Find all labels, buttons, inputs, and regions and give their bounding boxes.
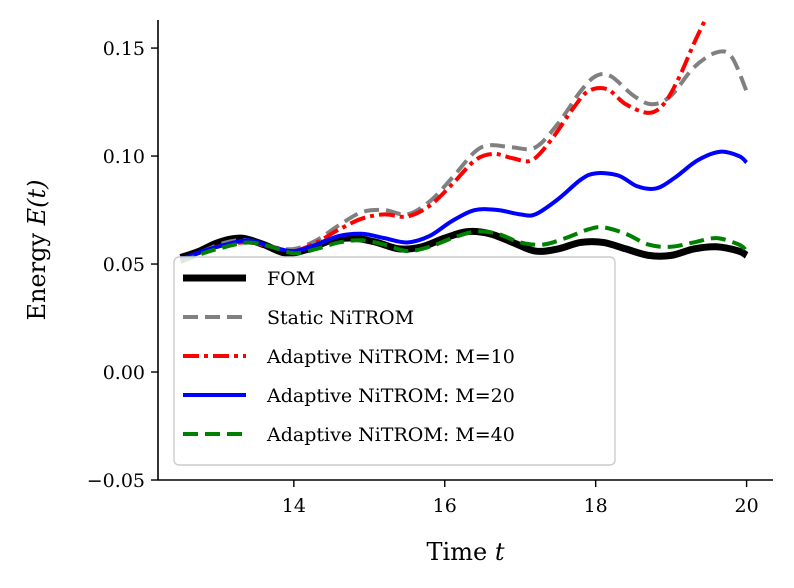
y-tick-label: 0.15 (103, 38, 145, 60)
series-line-static-nitrom (179, 49, 749, 262)
x-tick-label: 14 (282, 495, 306, 517)
y-tick-label: −0.05 (87, 470, 145, 492)
series-line-adaptive-nitrom-m-20 (179, 149, 749, 262)
series-lines (179, 20, 749, 264)
x-axis-label: Time t (427, 538, 505, 566)
legend-box (173, 256, 616, 466)
y-axis-label: Energy E(t) (23, 179, 51, 320)
legend-label-fom: FOM (267, 268, 315, 290)
legend-label-static-nitrom: Static NiTROM (267, 307, 414, 329)
x-tick-label: 18 (584, 495, 608, 517)
y-tick-label: 0.10 (103, 146, 145, 168)
axes (157, 20, 773, 481)
legend-label-adaptive-nitrom-m-10: Adaptive NiTROM: M=10 (266, 346, 515, 368)
ticks: 14 16 18 20 −0.05 0.00 0.05 0.10 0.15 (87, 38, 759, 517)
y-tick-label: 0.05 (103, 254, 145, 276)
y-tick-label: 0.00 (103, 362, 145, 384)
series-line-adaptive-nitrom-m-10 (179, 20, 707, 262)
legend-label-adaptive-nitrom-m-20: Adaptive NiTROM: M=20 (266, 385, 515, 407)
x-tick-label: 20 (734, 495, 758, 517)
legend-label-adaptive-nitrom-m-40: Adaptive NiTROM: M=40 (266, 424, 515, 446)
x-tick-label: 16 (433, 495, 457, 517)
series-line-adaptive-nitrom-m-40 (179, 225, 749, 264)
legend: FOM Static NiTROM Adaptive NiTROM: M=10 Ada… (173, 256, 616, 466)
